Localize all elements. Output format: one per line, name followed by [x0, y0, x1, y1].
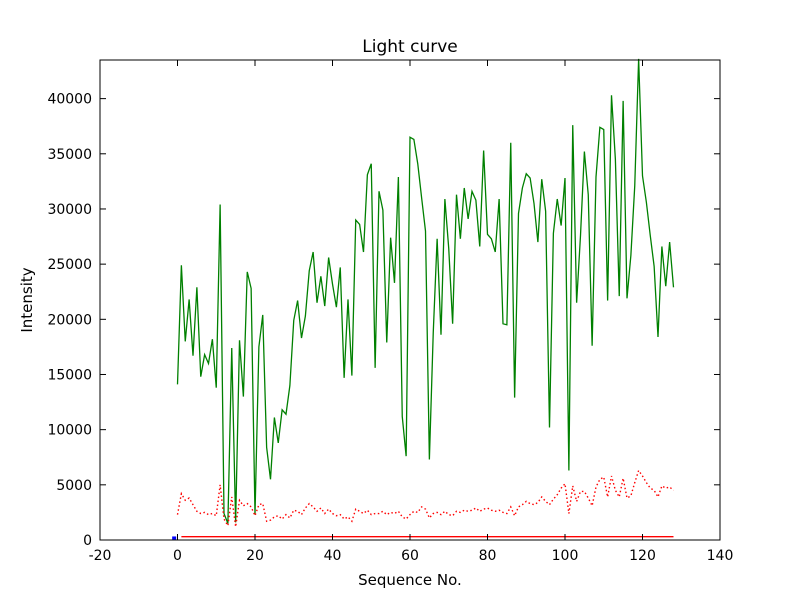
- x-tick-label: 60: [401, 548, 419, 564]
- y-axis-label: Intensity: [18, 267, 36, 332]
- series-intensity-line: [176, 58, 675, 524]
- x-tick-label: 100: [552, 548, 579, 564]
- y-tick-label: 40000: [47, 92, 92, 108]
- y-tick-label: 10000: [47, 423, 92, 439]
- y-tick-label: 5000: [56, 478, 92, 494]
- x-tick-label: -20: [89, 548, 112, 564]
- x-tick-label: 80: [479, 548, 497, 564]
- y-tick-label: 35000: [47, 147, 92, 163]
- x-tick-label: 0: [173, 548, 182, 564]
- x-tick-label: 120: [629, 548, 656, 564]
- baseline-marker: [172, 536, 177, 540]
- y-tick-label: 25000: [47, 257, 92, 273]
- x-tick-label: 40: [324, 548, 342, 564]
- y-tick-label: 0: [83, 533, 92, 549]
- x-axis: -20 0 20 40 60 80 100 120 140: [89, 60, 734, 564]
- plot-area: [172, 58, 675, 540]
- y-axis: 0 5000 10000 15000 20000 25000 30000 35000 40000: [47, 92, 720, 549]
- x-tick-label: 140: [707, 548, 734, 564]
- plot-frame: [99, 59, 721, 541]
- x-tick-label: 20: [246, 548, 264, 564]
- x-axis-label: Sequence No.: [358, 571, 462, 589]
- chart-title: Light curve: [362, 37, 457, 57]
- y-tick-label: 30000: [47, 202, 92, 218]
- y-tick-label: 15000: [47, 367, 92, 383]
- series-noise-line: [176, 468, 674, 528]
- y-tick-label: 20000: [47, 312, 92, 328]
